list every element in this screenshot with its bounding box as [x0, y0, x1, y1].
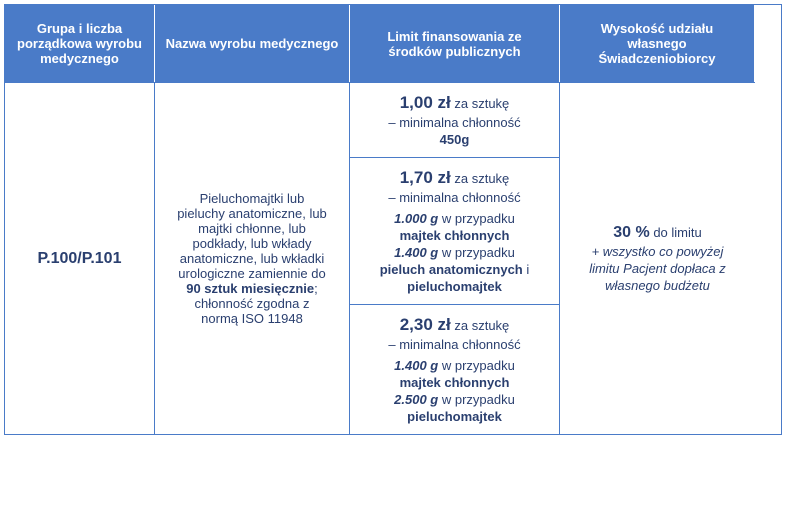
- tier-product: pieluch anatomicznych: [380, 262, 523, 277]
- tier-price-line: 1,70 zł za sztukę: [400, 168, 510, 188]
- tier-case-line: 1.400 g w przypadku: [394, 358, 515, 373]
- copay-cell: 30 % do limitu + wszystko co powyżej lim…: [560, 82, 755, 434]
- tier-grams: 1.400 g: [394, 358, 438, 373]
- product-line: 90 sztuk miesięcznie;: [177, 281, 327, 296]
- financing-cell: 1,00 zł za sztukę – minimalna chłonność …: [350, 82, 560, 434]
- header-product: Nazwa wyrobu medycznego: [155, 5, 350, 82]
- copay-percent-line: 30 % do limitu: [589, 224, 726, 242]
- tier-per: za sztukę: [454, 318, 509, 333]
- tier-case-text: w przypadku: [442, 211, 515, 226]
- tier-grams: 1.400 g: [394, 245, 438, 260]
- pricing-table: Grupa i liczba porządkowa wyrobu medyczn…: [4, 4, 782, 435]
- product-name-cell: Pieluchomajtki lub pieluchy anatomiczne,…: [155, 82, 350, 434]
- tier-case-text: w przypadku: [442, 392, 515, 407]
- product-line: podkłady, lub wkłady: [177, 236, 327, 251]
- tier-per: za sztukę: [454, 96, 509, 111]
- tier-case-line: 1.000 g w przypadku: [394, 211, 515, 226]
- tier-grams: 1.000 g: [394, 211, 438, 226]
- tier-absorb-label: – minimalna chłonność: [388, 337, 520, 352]
- product-name-text: Pieluchomajtki lub pieluchy anatomiczne,…: [177, 191, 327, 326]
- header-copay: Wysokość udziału własnego Świadczeniobio…: [560, 5, 755, 82]
- financing-tier-1: 1,00 zł za sztukę – minimalna chłonność …: [350, 83, 559, 158]
- product-line: normą ISO 11948: [177, 311, 327, 326]
- product-line: chłonność zgodna z: [177, 296, 327, 311]
- tier-price-line: 1,00 zł za sztukę: [400, 93, 510, 113]
- tier-product: majtek chłonnych: [400, 228, 510, 243]
- product-qty: 90 sztuk miesięcznie: [186, 281, 314, 296]
- tier-absorb-label: – minimalna chłonność: [388, 115, 520, 130]
- copay-note-line: własnego budżetu: [589, 278, 726, 293]
- tier-product: pieluchomajtek: [407, 409, 502, 424]
- product-line: urologiczne zamiennie do: [177, 266, 327, 281]
- copay-note-line: limitu Pacjent dopłaca z: [589, 261, 726, 276]
- product-line: anatomiczne, lub wkładki: [177, 251, 327, 266]
- header-financing: Limit finansowania ze środków publicznyc…: [350, 5, 560, 82]
- tier-and: i: [526, 262, 529, 277]
- header-group: Grupa i liczba porządkowa wyrobu medyczn…: [5, 5, 155, 82]
- group-code: P.100/P.101: [38, 250, 122, 268]
- copay-percent: 30 %: [613, 224, 649, 241]
- product-line-tail: ;: [314, 281, 318, 296]
- tier-product-line: pieluch anatomicznych i: [380, 262, 530, 277]
- product-line: Pieluchomajtki lub: [177, 191, 327, 206]
- tier-case-line: 1.400 g w przypadku: [394, 245, 515, 260]
- tier-grams: 2.500 g: [394, 392, 438, 407]
- product-line: majtki chłonne, lub: [177, 221, 327, 236]
- tier-absorb-label: – minimalna chłonność: [388, 190, 520, 205]
- tier-price: 2,30 zł: [400, 315, 451, 334]
- product-line: pieluchy anatomiczne, lub: [177, 206, 327, 221]
- copay-text: 30 % do limitu + wszystko co powyżej lim…: [589, 224, 726, 293]
- financing-tier-3: 2,30 zł za sztukę – minimalna chłonność …: [350, 305, 559, 434]
- tier-case-text: w przypadku: [442, 358, 515, 373]
- tier-price: 1,70 zł: [400, 168, 451, 187]
- tier-case-text: w przypadku: [442, 245, 515, 260]
- tier-product: pieluchomajtek: [407, 279, 502, 294]
- tier-product: majtek chłonnych: [400, 375, 510, 390]
- tier-price: 1,00 zł: [400, 93, 451, 112]
- group-code-cell: P.100/P.101: [5, 82, 155, 434]
- tier-case-line: 2.500 g w przypadku: [394, 392, 515, 407]
- tier-absorb-value: 450g: [440, 132, 470, 147]
- financing-tier-2: 1,70 zł za sztukę – minimalna chłonność …: [350, 158, 559, 305]
- tier-price-line: 2,30 zł za sztukę: [400, 315, 510, 335]
- tier-per: za sztukę: [454, 171, 509, 186]
- copay-percent-tail: do limitu: [653, 225, 701, 240]
- copay-note-line: + wszystko co powyżej: [589, 244, 726, 259]
